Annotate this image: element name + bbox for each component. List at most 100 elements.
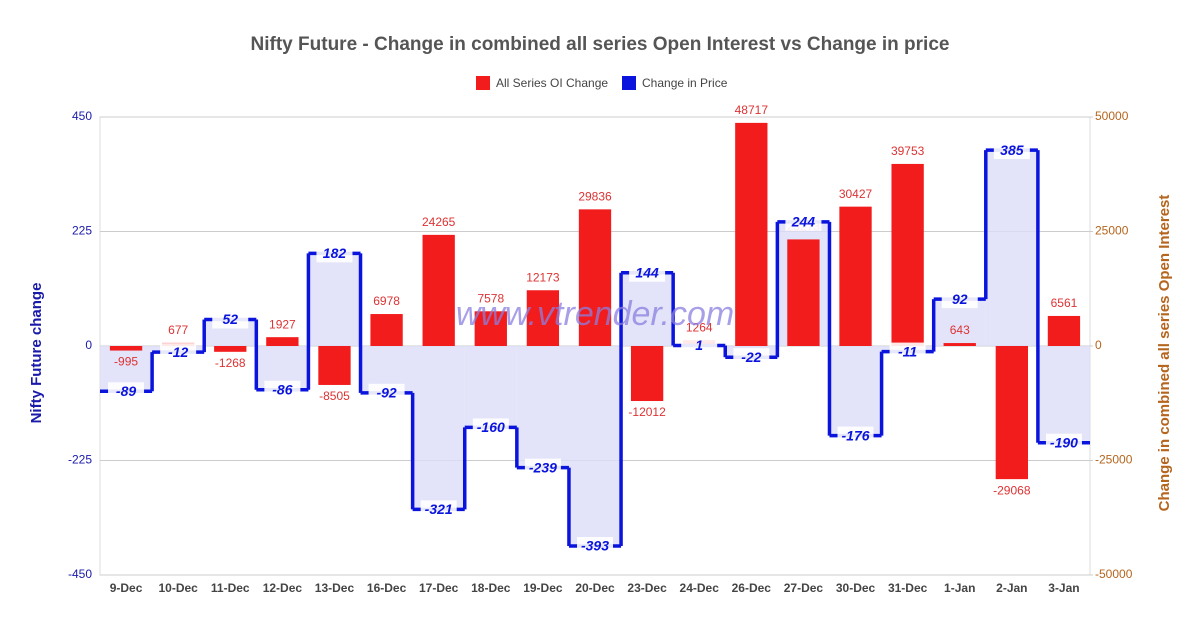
x-tick-label: 17-Dec — [419, 581, 459, 595]
bar — [578, 209, 612, 346]
bar-label: 7578 — [477, 291, 504, 305]
x-tick-label: 16-Dec — [367, 581, 407, 595]
bar — [422, 234, 455, 346]
bar — [109, 346, 143, 351]
bar-label: -12012 — [628, 405, 666, 419]
x-tick-label: 3-Jan — [1048, 581, 1079, 595]
line-label-bg — [577, 536, 613, 555]
bar — [1047, 315, 1081, 346]
x-tick-label: 9-Dec — [110, 581, 143, 595]
line-label: -160 — [477, 419, 505, 435]
price-area — [985, 150, 1038, 346]
bar — [370, 314, 403, 346]
line-label: -92 — [376, 385, 396, 401]
price-area — [829, 346, 882, 436]
bar-label: -29068 — [993, 483, 1031, 497]
watermark: www.vtrender.com — [456, 295, 734, 333]
line-label: 1 — [695, 337, 703, 353]
line-label-bg — [212, 310, 249, 329]
y2-tick-label: 50000 — [1095, 109, 1129, 123]
bar — [214, 346, 247, 352]
line-label-bg — [316, 244, 353, 263]
line-label: -190 — [1050, 434, 1078, 450]
x-tick-label: 31-Dec — [888, 581, 928, 595]
bar — [630, 346, 664, 402]
line-label-bg — [160, 343, 197, 362]
x-tick-label: 11-Dec — [211, 581, 250, 595]
x-tick-label: 2-Jan — [996, 581, 1027, 595]
y2-tick-label: -50000 — [1095, 567, 1133, 581]
bar-label: 30427 — [839, 187, 873, 201]
line-label: 52 — [222, 311, 238, 327]
y-tick-label: -450 — [68, 567, 92, 581]
bar-label: 39753 — [891, 144, 925, 158]
y2-tick-label: 25000 — [1095, 224, 1129, 238]
line-label: -176 — [842, 427, 870, 443]
line-label: -11 — [898, 343, 917, 359]
bar-label: -8505 — [319, 389, 350, 403]
line-label-bg — [472, 418, 509, 437]
x-tick-label: 19-Dec — [523, 581, 563, 595]
line-label-bg — [993, 141, 1030, 160]
legend-swatch — [476, 76, 490, 90]
line-label-bg — [264, 380, 301, 399]
bar — [891, 163, 924, 346]
x-tick-label: 26-Dec — [732, 581, 772, 595]
line-label: 244 — [791, 214, 816, 230]
price-area — [1037, 346, 1090, 443]
price-area — [412, 346, 465, 510]
bar-label: 6561 — [1051, 296, 1078, 310]
chart-title: Nifty Future - Change in combined all se… — [251, 34, 950, 55]
bar — [318, 346, 351, 385]
bar-label: -1268 — [215, 356, 246, 370]
x-tick-label: 10-Dec — [158, 581, 198, 595]
x-tick-label: 30-Dec — [836, 581, 876, 595]
bar-label: 1264 — [686, 320, 713, 334]
price-area — [621, 272, 674, 346]
bar-label: 1927 — [269, 317, 296, 331]
line-label: -22 — [741, 349, 761, 365]
bar — [995, 346, 1028, 480]
bar — [735, 122, 768, 347]
y2-axis-label: Change in combined all series Open Inter… — [1156, 195, 1173, 512]
line-label-bg — [941, 290, 978, 309]
line-label: 144 — [635, 264, 659, 280]
y-tick-label: 450 — [72, 109, 92, 123]
bar — [474, 311, 507, 346]
line-label: -89 — [116, 383, 136, 399]
price-area — [308, 253, 361, 346]
line-label: -393 — [581, 538, 609, 554]
line-label-bg — [837, 426, 874, 445]
x-tick-label: 12-Dec — [263, 581, 303, 595]
bar — [266, 337, 299, 346]
line-label-bg — [524, 458, 561, 477]
price-area — [464, 346, 517, 428]
bar-label: -995 — [114, 355, 138, 369]
bar-label: 29836 — [578, 190, 612, 204]
bar — [526, 290, 560, 346]
price-area — [516, 346, 569, 468]
x-tick-label: 1-Jan — [944, 581, 975, 595]
legend-label: All Series OI Change — [496, 76, 608, 90]
y-tick-label: 0 — [85, 338, 92, 352]
line-label: -86 — [272, 381, 292, 397]
line-label-bg — [681, 336, 718, 355]
bar — [787, 239, 820, 346]
line-label-bg — [1045, 433, 1082, 452]
legend-label: Change in Price — [642, 76, 728, 90]
y-tick-label: -225 — [68, 453, 92, 467]
x-tick-label: 13-Dec — [315, 581, 355, 595]
bar-label: 24265 — [422, 215, 456, 229]
x-tick-label: 18-Dec — [471, 581, 511, 595]
line-label: 92 — [952, 291, 968, 307]
y2-tick-label: 0 — [1095, 338, 1102, 352]
line-label-bg — [108, 382, 145, 401]
bar — [943, 343, 976, 346]
line-label: 182 — [323, 245, 347, 261]
x-tick-label: 27-Dec — [784, 581, 824, 595]
line-label-bg — [420, 500, 457, 519]
y-tick-label: 225 — [72, 224, 92, 238]
line-label: -321 — [425, 501, 453, 517]
line-label-bg — [368, 383, 405, 402]
